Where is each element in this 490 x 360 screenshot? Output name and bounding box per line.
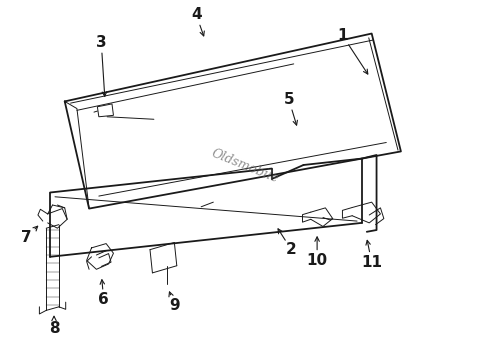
Text: Oldsmobile: Oldsmobile [210,146,280,185]
Text: 6: 6 [98,292,109,307]
Text: 11: 11 [361,255,382,270]
Text: 10: 10 [307,253,328,268]
Text: 8: 8 [49,321,59,336]
Text: 5: 5 [284,92,294,107]
Text: 9: 9 [169,297,180,312]
Text: 2: 2 [286,242,296,257]
Text: 7: 7 [22,230,32,245]
Text: 3: 3 [96,35,107,50]
Text: 1: 1 [337,28,348,43]
Text: 4: 4 [191,8,201,22]
